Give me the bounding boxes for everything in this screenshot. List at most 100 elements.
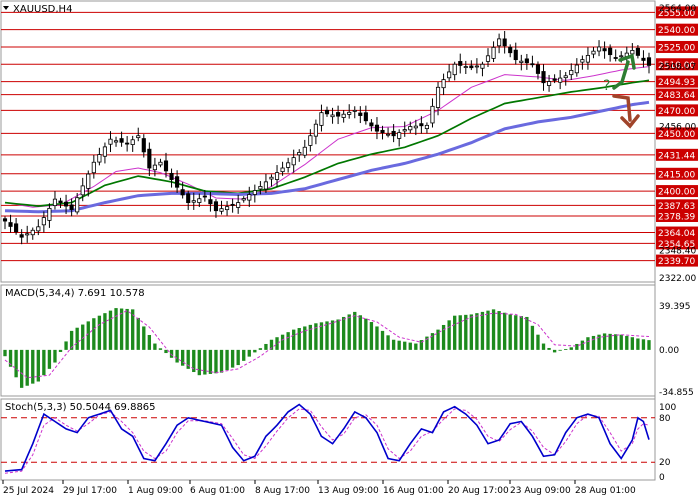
macd-histogram-bar — [397, 340, 401, 350]
level-tag-label: 2450.00 — [658, 130, 695, 140]
candle-body — [408, 126, 413, 131]
macd-histogram-bar — [636, 338, 640, 350]
macd-histogram-bar — [314, 323, 318, 350]
candle-body — [113, 140, 119, 143]
macd-histogram-bar — [119, 308, 124, 350]
level-tag — [656, 226, 698, 239]
candle-body — [230, 203, 235, 206]
price-tick-label: 2322.00 — [659, 274, 696, 284]
candle-body — [8, 222, 13, 227]
macd-histogram-bar — [580, 340, 585, 350]
stoch-label: Stoch(5,3,3) 50.5044 69.8865 — [5, 402, 156, 413]
macd-histogram-bar — [158, 348, 163, 350]
macd-histogram-bar — [558, 349, 562, 351]
level-tag-label: 2494.93 — [658, 78, 695, 88]
price-panel — [0, 0, 656, 283]
time-axis-label: 23 Aug 09:00 — [510, 486, 571, 496]
macd-histogram-bar — [8, 349, 13, 367]
macd-histogram-bar — [64, 341, 68, 350]
macd-histogram-bar — [436, 329, 440, 350]
macd-histogram-bar — [386, 335, 390, 350]
candle-body — [463, 66, 468, 68]
macd-histogram-bar — [214, 349, 218, 374]
macd-histogram-bar — [497, 311, 501, 350]
macd-histogram-bar — [519, 316, 523, 350]
macd-histogram-bar — [325, 321, 329, 350]
candle-body — [485, 55, 491, 62]
candle-body — [80, 185, 85, 196]
macd-histogram-bar — [92, 318, 96, 350]
stoch-k-line — [4, 403, 650, 472]
down-arrow-icon — [612, 94, 632, 122]
macd-histogram-bar — [508, 314, 512, 350]
candle-body — [108, 138, 113, 145]
candle-body — [613, 57, 618, 59]
moving-average-line — [4, 79, 650, 207]
macd-axis-label: 39.395 — [659, 302, 691, 312]
macd-label: MACD(5,34,4) 7.691 10.578 — [5, 288, 145, 299]
macd-histogram-bar — [597, 334, 601, 350]
macd-histogram-bar — [502, 312, 507, 350]
level-tag — [656, 148, 698, 161]
candle-body — [219, 208, 224, 212]
macd-axis-label: 0.00 — [659, 346, 679, 356]
level-tag — [656, 75, 698, 88]
macd-histogram-bar — [586, 337, 590, 350]
candle-body — [547, 81, 552, 86]
price-tick-label: 2508.07 — [659, 62, 696, 72]
macd-histogram-bar — [391, 339, 396, 350]
macd-histogram-bar — [97, 315, 102, 350]
macd-histogram-bar — [192, 349, 196, 373]
candle-body — [424, 124, 429, 130]
moving-average-line — [4, 100, 650, 214]
collapse-triangle-icon[interactable] — [3, 6, 9, 10]
candle-body — [291, 157, 296, 166]
levels-layer: 2555.00 2540.00 2525.00 2510.00 2494.93 2483.… — [1, 6, 698, 267]
candle-body — [247, 194, 252, 201]
macd-histogram-bar — [19, 349, 24, 388]
candle-body — [619, 55, 624, 58]
macd-histogram-bar — [225, 349, 229, 371]
macd-histogram-bar — [525, 316, 529, 350]
candle-body — [86, 173, 91, 189]
candle-body — [252, 190, 257, 195]
macd-histogram-bar — [258, 348, 263, 350]
macd-histogram-bar — [380, 330, 385, 350]
macd-histogram-bar — [86, 321, 90, 350]
candle-body — [269, 176, 274, 180]
candle-body — [30, 229, 35, 236]
symbol-title: XAUUSD,H4 — [13, 4, 72, 15]
macd-histogram-bar — [403, 341, 407, 350]
candle-body — [585, 55, 590, 63]
level-tag-label: 2483.64 — [658, 91, 695, 101]
macd-histogram-bar — [552, 349, 557, 353]
macd-histogram-bar — [630, 337, 635, 350]
macd-histogram-bar — [514, 315, 518, 350]
time-axis-label: 29 Jul 17:00 — [63, 486, 117, 496]
candle-body — [447, 71, 452, 79]
candle-body — [313, 123, 318, 137]
candle-body — [97, 154, 102, 163]
candle-body — [308, 135, 313, 146]
candle-body — [358, 112, 363, 116]
candle-body — [491, 46, 496, 59]
candle-body — [52, 198, 58, 207]
candle-body — [402, 129, 407, 132]
candle-body — [574, 64, 579, 74]
macd-histogram-bar — [269, 339, 274, 350]
candle-body — [186, 193, 191, 204]
macd-histogram-bar — [536, 334, 540, 350]
stoch-axis-label: 20 — [659, 458, 671, 468]
candle-body — [519, 60, 524, 63]
macd-histogram-bar — [480, 311, 485, 350]
level-tag-label: 2339.70 — [658, 257, 695, 267]
level-tag-label: 2378.39 — [658, 212, 695, 222]
macd-histogram-bar — [253, 349, 257, 353]
macd-histogram-bar — [197, 349, 201, 376]
level-tag — [656, 185, 698, 198]
macd-histogram-bar — [186, 349, 190, 369]
candle-body — [225, 206, 230, 211]
macd-histogram-bar — [375, 326, 379, 350]
macd-histogram-bar — [114, 308, 118, 350]
